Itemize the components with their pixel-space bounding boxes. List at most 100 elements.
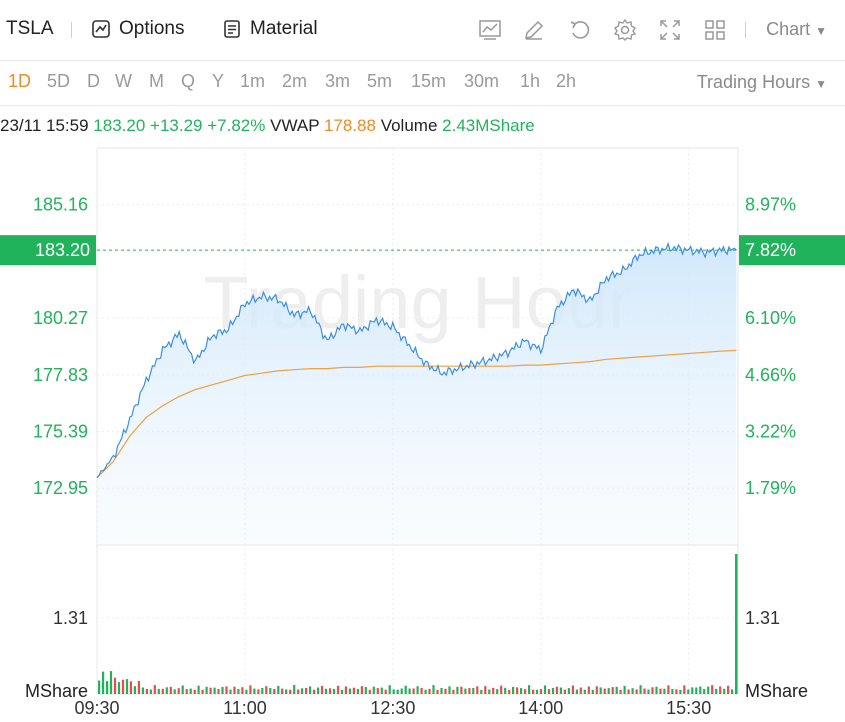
volume-bar: [731, 689, 734, 694]
volume-bar: [623, 685, 626, 694]
indicator-icon[interactable]: [478, 18, 502, 42]
draw-icon[interactable]: [522, 18, 546, 42]
material-button[interactable]: Material: [222, 18, 318, 40]
volume-bar: [488, 689, 491, 694]
percent-axis-label: 6.10%: [745, 308, 796, 328]
volume-bar: [727, 685, 730, 694]
volume-bar: [197, 685, 200, 694]
undo-icon[interactable]: [568, 18, 592, 42]
volume-bar: [348, 688, 351, 694]
period-tab-1m[interactable]: 1m: [240, 71, 266, 91]
volume-label: Volume: [380, 116, 438, 135]
volume-bar: [587, 686, 590, 694]
volume-bar: [209, 687, 212, 694]
options-button[interactable]: Options: [91, 18, 184, 40]
volume-bar: [305, 688, 308, 694]
volume-bar: [408, 688, 411, 694]
volume-bars: [98, 554, 738, 694]
quote-change: +13.29: [150, 116, 203, 135]
quote-change-pct: +7.82%: [207, 116, 266, 135]
volume-bar: [472, 688, 475, 694]
volume-bar: [121, 679, 125, 694]
period-tab-q[interactable]: Q: [181, 71, 196, 91]
chart-type-dropdown[interactable]: Chart ▼: [766, 19, 827, 40]
volume-bar: [261, 688, 264, 694]
volume-bar: [245, 689, 248, 694]
volume-bar: [404, 685, 407, 694]
volume-bar: [675, 689, 678, 694]
volume-axis-label: 1.31: [53, 608, 88, 628]
volume-bar: [109, 671, 113, 694]
volume-bar: [723, 688, 726, 694]
volume-bar: [631, 688, 634, 694]
volume-bar: [543, 685, 547, 694]
period-bar: 1D 5D D W M Q Y 1m 2m 3m 5m 15m 30m 1h 2h Trading Hour…: [0, 61, 845, 106]
volume-bar: [289, 689, 292, 694]
volume-bar: [579, 687, 582, 694]
time-axis-label: 14:00: [518, 698, 563, 718]
fullscreen-icon[interactable]: [658, 18, 682, 42]
period-tab-5m[interactable]: 5m: [367, 71, 393, 91]
volume-bar: [149, 689, 152, 694]
volume-bar: [328, 688, 332, 694]
volume-bar: [468, 688, 471, 694]
ticker-symbol: TSLA: [6, 18, 54, 39]
volume-bar: [177, 688, 180, 694]
period-tab-d[interactable]: D: [87, 71, 100, 91]
volume-bar: [161, 688, 164, 694]
volume-bar: [539, 689, 543, 694]
period-tab-2h[interactable]: 2h: [556, 71, 577, 91]
volume-bar: [133, 686, 136, 694]
period-tab-5d[interactable]: 5D: [47, 71, 71, 91]
period-tab-1h[interactable]: 1h: [520, 71, 541, 91]
caret-down-icon: ▼: [815, 24, 827, 38]
settings-icon[interactable]: [613, 18, 637, 42]
volume-bar: [201, 689, 204, 694]
volume-bar: [691, 687, 694, 694]
volume-bar: [388, 685, 391, 694]
volume-bar: [257, 689, 260, 694]
volume-bar: [420, 687, 423, 694]
volume-bar: [448, 686, 451, 694]
volume-bar: [440, 687, 443, 694]
trading-hours-dropdown[interactable]: Trading Hours ▼: [697, 72, 827, 93]
volume-bar: [615, 686, 618, 694]
top-toolbar: TSLA Options Material Chart ▼: [0, 0, 845, 61]
volume-bar: [456, 686, 459, 694]
period-tab-y[interactable]: Y: [212, 71, 225, 91]
volume-bar: [639, 685, 642, 694]
period-tab-m[interactable]: M: [149, 71, 164, 91]
volume-bar: [356, 689, 359, 694]
period-tab-30m[interactable]: 30m: [464, 71, 500, 91]
period-tab-15m[interactable]: 15m: [411, 71, 447, 91]
caret-down-icon: ▼: [815, 77, 827, 91]
volume-bar: [189, 688, 192, 694]
volume-bar: [679, 689, 682, 694]
period-tab-3m[interactable]: 3m: [325, 71, 351, 91]
volume-bar: [125, 679, 129, 694]
volume-bar: [221, 687, 224, 694]
volume-bar: [340, 689, 344, 694]
volume-bar: [102, 671, 105, 694]
period-tab-2m[interactable]: 2m: [282, 71, 308, 91]
volume-bar: [516, 687, 519, 694]
quote-price: 183.20: [93, 116, 146, 135]
volume-bar: [683, 685, 686, 694]
volume-bar: [384, 689, 387, 694]
time-axis-label: 11:00: [223, 698, 267, 718]
volume-bar: [336, 685, 340, 694]
volume-bar: [273, 689, 276, 694]
layout-icon[interactable]: [703, 18, 727, 42]
volume-bar: [169, 686, 172, 694]
vwap-label: VWAP: [270, 116, 320, 135]
volume-bar: [508, 689, 511, 694]
period-tab-w[interactable]: W: [115, 71, 132, 91]
volume-bar: [392, 689, 395, 694]
price-axis-label: 185.16: [33, 195, 88, 215]
volume-bar: [532, 689, 535, 694]
volume-bar: [647, 689, 650, 694]
volume-bar: [424, 689, 427, 694]
period-tab-1d[interactable]: 1D: [8, 71, 32, 91]
volume-bar: [464, 688, 467, 694]
